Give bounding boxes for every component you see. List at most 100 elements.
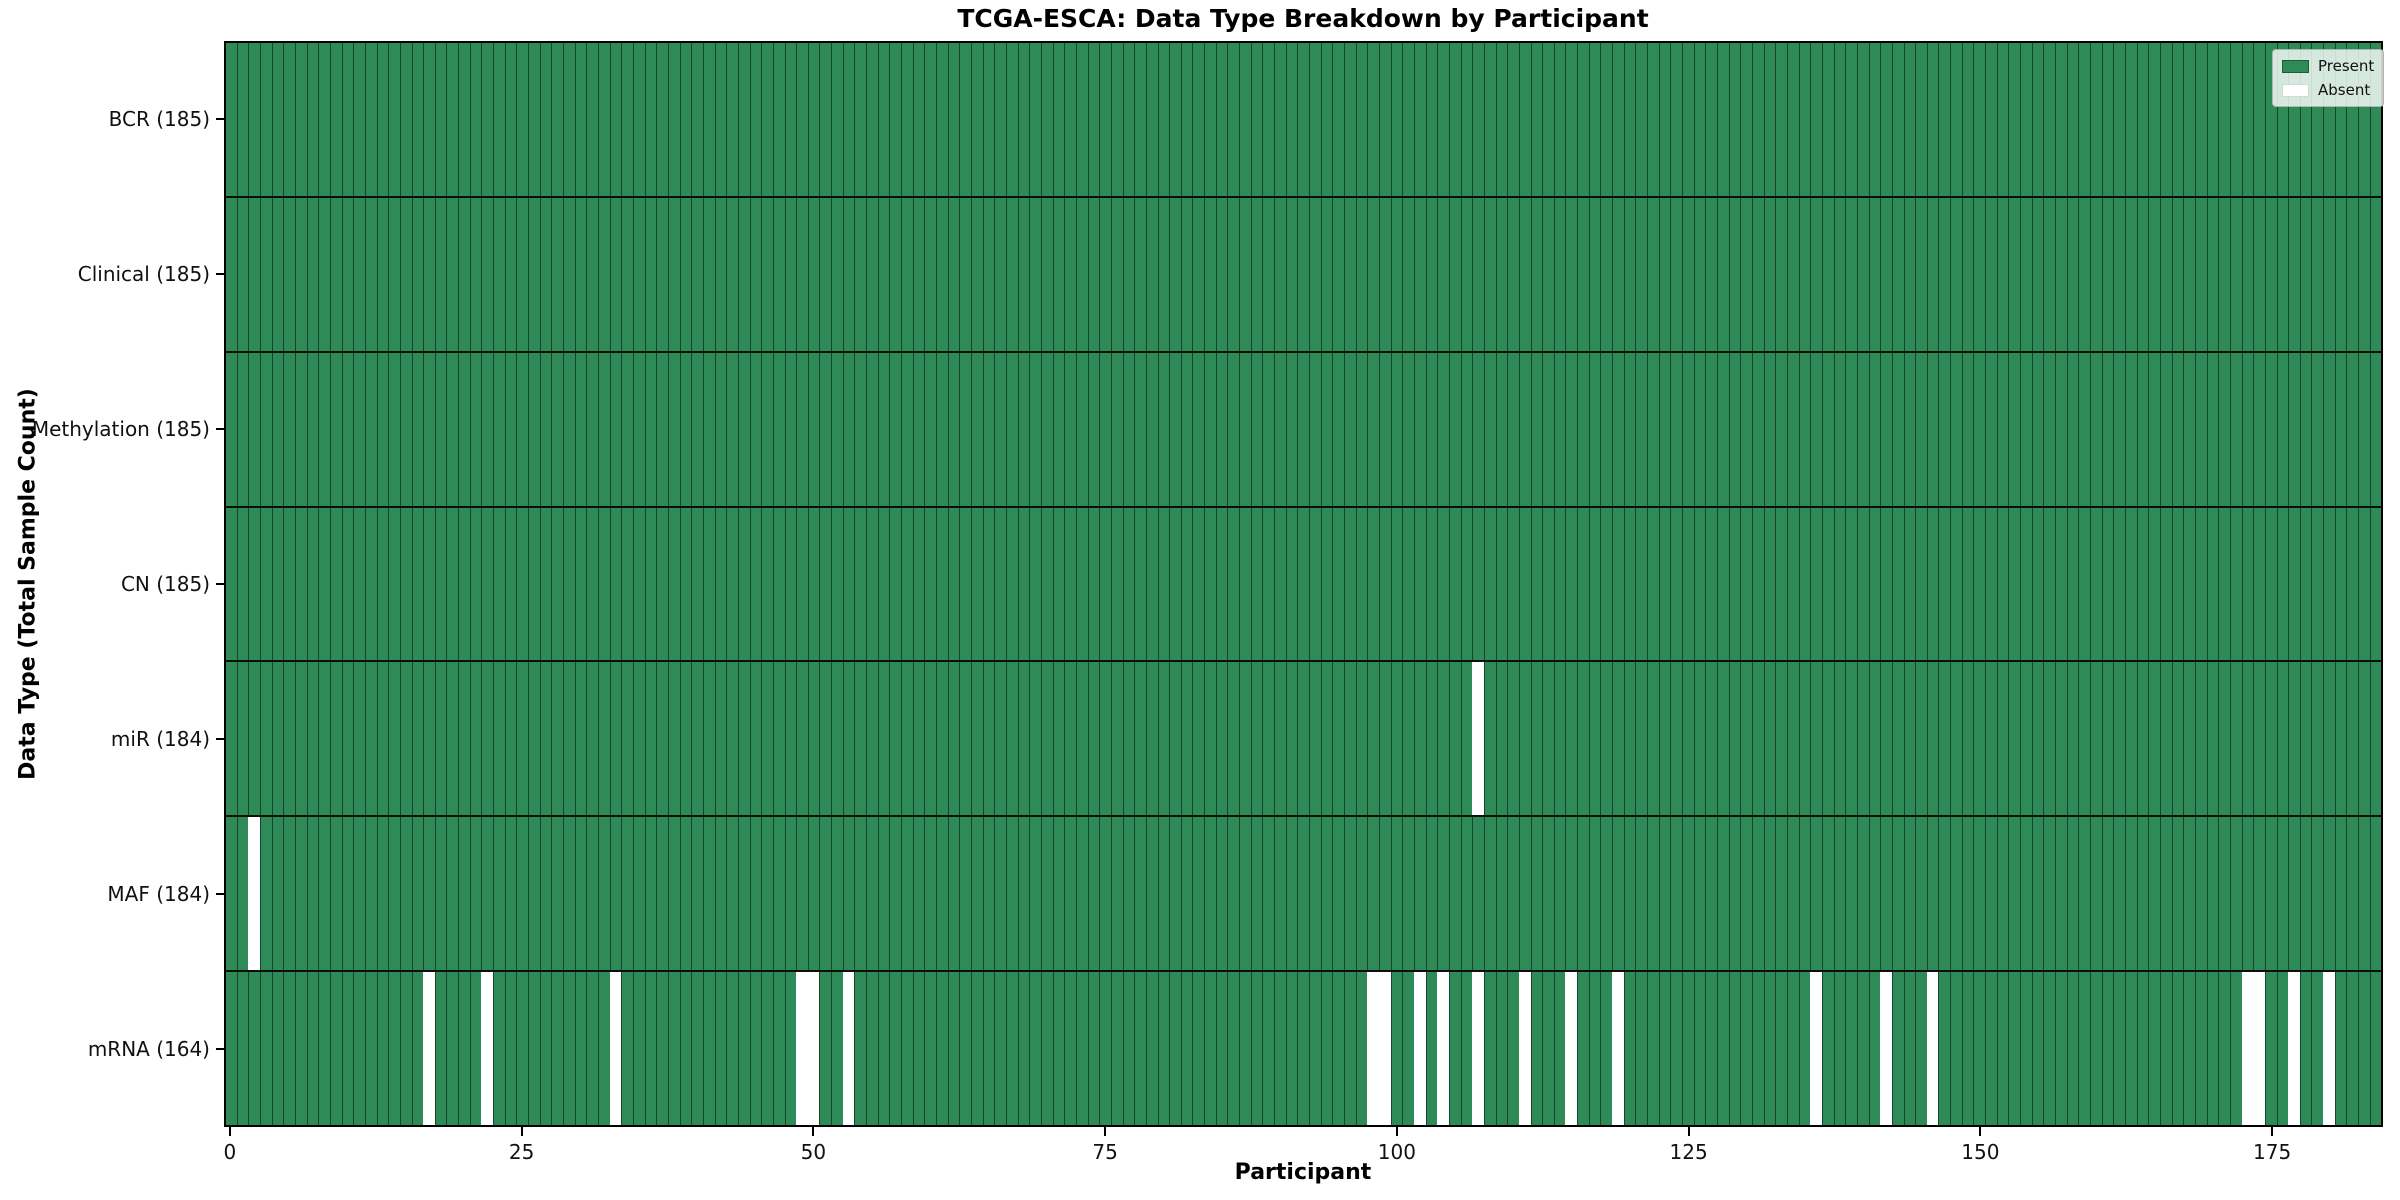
cell-cn-p137 <box>1821 507 1834 661</box>
cell-mrna-p140 <box>1856 972 1869 1126</box>
cell-cn-p175 <box>2264 507 2277 661</box>
cell-cn-p26 <box>528 507 540 661</box>
y-tick-mark <box>216 1048 224 1051</box>
cell-methylation-p80 <box>1157 352 1170 506</box>
cell-mrna-p45 <box>749 972 762 1126</box>
cell-cn-p34 <box>621 507 633 661</box>
cell-cn-p57 <box>889 507 902 661</box>
cell-cn-p24 <box>504 507 517 661</box>
cell-bcr-p174 <box>2253 43 2265 196</box>
cell-maf-p32 <box>598 817 610 971</box>
cell-maf-p143 <box>1891 817 1904 971</box>
cell-mrna-p14 <box>388 972 400 1126</box>
cell-maf-p96 <box>1344 817 1356 971</box>
cell-mrna-p118 <box>1600 972 1613 1126</box>
cell-cn-p108 <box>1483 507 1496 661</box>
cell-mrna-p54 <box>854 972 867 1126</box>
cell-mir-p107 <box>1472 662 1484 816</box>
cell-clinical-p133 <box>1775 197 1787 351</box>
cell-methylation-p13 <box>376 352 389 506</box>
cell-cn-p164 <box>2136 507 2149 661</box>
cell-mir-p145 <box>1915 662 1927 816</box>
cell-cn-p48 <box>784 507 797 661</box>
cell-maf-p109 <box>1495 817 1508 971</box>
cell-mir-p176 <box>2276 662 2289 816</box>
cell-bcr-p32 <box>598 43 610 196</box>
cell-bcr-p156 <box>2043 43 2056 196</box>
cell-methylation-p49 <box>796 352 808 506</box>
cell-clinical-p125 <box>1682 197 1694 351</box>
cell-mrna-p152 <box>1996 972 2009 1126</box>
cell-mrna-p126 <box>1693 972 1706 1126</box>
cell-methylation-p111 <box>1518 352 1531 506</box>
cell-cn-p160 <box>2090 507 2102 661</box>
cell-cn-p60 <box>924 507 937 661</box>
cell-mrna-p31 <box>586 972 598 1126</box>
cell-mrna-p60 <box>924 972 937 1126</box>
cell-maf-p24 <box>504 817 517 971</box>
cell-bcr-p131 <box>1751 43 1764 196</box>
cell-bcr-p23 <box>493 43 505 196</box>
cell-bcr-p120 <box>1623 43 1636 196</box>
cell-cn-p67 <box>1005 507 1018 661</box>
cell-mir-p159 <box>2078 662 2090 816</box>
cell-clinical-p132 <box>1763 197 1776 351</box>
cell-methylation-p26 <box>528 352 540 506</box>
cell-methylation-p59 <box>912 352 925 506</box>
cell-cn-p93 <box>1309 507 1321 661</box>
cell-methylation-p6 <box>294 352 307 506</box>
cell-mrna-p99 <box>1378 972 1391 1126</box>
cell-cn-p126 <box>1693 507 1706 661</box>
x-tick-mark <box>1979 1127 1982 1136</box>
cell-clinical-p120 <box>1623 197 1636 351</box>
cell-clinical-p102 <box>1413 197 1426 351</box>
cell-bcr-p54 <box>854 43 867 196</box>
cell-mrna-p166 <box>2159 972 2172 1126</box>
cell-clinical-p100 <box>1390 197 1403 351</box>
cell-clinical-p175 <box>2264 197 2277 351</box>
cell-clinical-p126 <box>1693 197 1706 351</box>
cell-bcr-p138 <box>1833 43 1846 196</box>
cell-cn-p138 <box>1833 507 1846 661</box>
cell-cn-p33 <box>609 507 622 661</box>
cell-mir-p126 <box>1693 662 1706 816</box>
cell-clinical-p176 <box>2276 197 2289 351</box>
cell-clinical-p12 <box>364 197 377 351</box>
cell-clinical-p103 <box>1425 197 1438 351</box>
cell-cn-p27 <box>539 507 552 661</box>
legend-item-present: Present <box>2282 57 2374 75</box>
cell-cn-p123 <box>1658 507 1671 661</box>
cell-clinical-p2 <box>248 197 260 351</box>
cell-mir-p124 <box>1670 662 1683 816</box>
cell-mrna-p40 <box>691 972 703 1126</box>
cell-methylation-p27 <box>539 352 552 506</box>
cell-methylation-p53 <box>842 352 855 506</box>
cell-mrna-p131 <box>1751 972 1764 1126</box>
cell-mrna-p119 <box>1612 972 1624 1126</box>
cell-mrna-p145 <box>1915 972 1927 1126</box>
cell-methylation-p177 <box>2288 352 2300 506</box>
cell-cn-p151 <box>1985 507 1997 661</box>
cell-maf-p26 <box>528 817 540 971</box>
cell-maf-p127 <box>1705 817 1717 971</box>
cell-cn-p23 <box>493 507 505 661</box>
cell-maf-p11 <box>353 817 365 971</box>
cell-clinical-p164 <box>2136 197 2149 351</box>
cell-methylation-p50 <box>807 352 820 506</box>
cell-methylation-p119 <box>1612 352 1624 506</box>
cell-cn-p145 <box>1915 507 1927 661</box>
cell-mir-p165 <box>2148 662 2160 816</box>
cell-mrna-p66 <box>994 972 1006 1126</box>
cell-mrna-p182 <box>2346 972 2359 1126</box>
cell-mrna-p16 <box>411 972 424 1126</box>
cell-mir-p144 <box>1903 662 1916 816</box>
cell-mrna-p82 <box>1180 972 1193 1126</box>
cell-methylation-p64 <box>971 352 983 506</box>
cell-clinical-p117 <box>1588 197 1601 351</box>
cell-mir-p35 <box>632 662 645 816</box>
cell-mir-p58 <box>901 662 913 816</box>
cell-cn-p86 <box>1227 507 1240 661</box>
cell-maf-p58 <box>901 817 913 971</box>
cell-mir-p31 <box>586 662 598 816</box>
cell-mrna-p159 <box>2078 972 2090 1126</box>
